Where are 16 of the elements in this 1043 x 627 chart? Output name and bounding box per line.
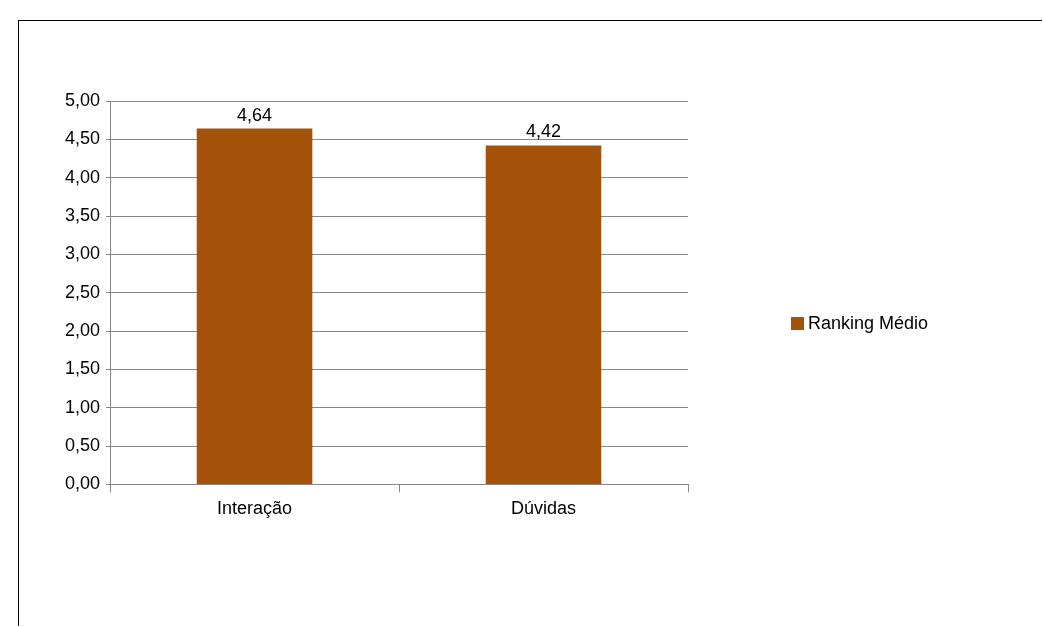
y-tick-label: 0,50 [64,435,101,456]
y-tick-label: 3,00 [64,243,101,264]
y-tick-label: 4,00 [64,166,101,187]
data-label: 4,42 [525,121,562,142]
y-tick-label: 5,00 [64,89,101,110]
y-tick-label: 2,50 [64,281,101,302]
x-tick-label: Interação [216,498,293,519]
y-tick-label: 1,00 [64,396,101,417]
x-tick-label: Dúvidas [510,498,577,519]
y-tick-label: 2,00 [64,320,101,341]
y-tick-label: 3,50 [64,204,101,225]
y-tick-label: 1,50 [64,358,101,379]
data-label: 4,64 [237,104,273,125]
y-tick-label: 0,00 [64,473,101,494]
legend-label: Ranking Médio [808,313,929,334]
y-tick-label: 4,50 [64,128,101,149]
